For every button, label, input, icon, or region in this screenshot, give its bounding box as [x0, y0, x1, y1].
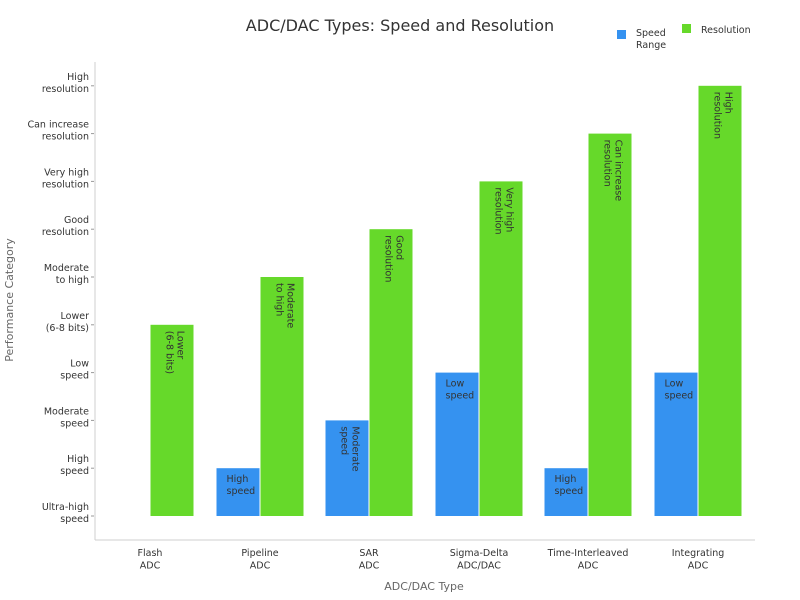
bar — [325, 420, 369, 516]
bar — [260, 277, 304, 516]
x-tick-label: SAR ADC — [359, 548, 380, 572]
legend-swatch — [617, 30, 626, 39]
bar — [544, 468, 588, 516]
axes — [94, 62, 755, 541]
x-tick-labels: Flash ADC Pipeline ADC SAR ADC Sigma-Delta ADC/… — [138, 548, 725, 572]
x-tick-label: Flash ADC — [138, 548, 163, 572]
bar-data-label: Low speed — [446, 379, 475, 402]
x-axis-title: ADC/DAC Type — [384, 580, 464, 593]
bar-data-label: Low speed — [665, 379, 694, 402]
y-tick-label: Good resolution — [42, 215, 89, 238]
legend-swatch — [682, 24, 691, 33]
y-tick-label: Can increase resolution — [27, 120, 89, 143]
y-tick-label: Moderate to high — [44, 263, 89, 286]
bar-data-label: Very highresolution — [493, 187, 515, 234]
bar — [435, 372, 479, 516]
bar-data-label: Moderateto high — [274, 283, 296, 328]
y-axis-title: Performance Category — [3, 238, 16, 362]
y-tick-label: High speed — [60, 454, 89, 477]
y-tick-label: Moderate speed — [44, 406, 89, 429]
legend: Speed Range Resolution — [617, 24, 751, 51]
chart-title: ADC/DAC Types: Speed and Resolution — [246, 16, 554, 35]
bar — [588, 133, 632, 516]
legend-label: Resolution — [701, 25, 751, 36]
x-tick-label: Time-Interleaved ADC — [547, 548, 629, 572]
x-tick-label: Pipeline ADC — [241, 548, 278, 572]
y-tick-label: Low speed — [60, 359, 89, 382]
bar-data-label: Moderatespeed — [339, 426, 361, 471]
y-tick-labels: Ultra-high speed High speed Moderate speed Low… — [27, 72, 94, 525]
x-tick-label: Integrating ADC — [672, 548, 725, 572]
bar — [479, 181, 523, 516]
x-tick-label: Sigma-Delta ADC/DAC — [450, 548, 509, 572]
bar — [654, 372, 698, 516]
y-tick-label: High resolution — [42, 72, 89, 95]
bar-data-label: High speed — [555, 474, 584, 497]
bar — [698, 85, 742, 517]
bar — [369, 229, 413, 516]
bars: High speed Moderatespeed Low speed High speed L… — [150, 85, 742, 517]
legend-label: Speed Range — [636, 28, 666, 51]
bar-data-label: Lower(6-8 bits) — [164, 331, 186, 374]
bar-data-label: Highresolution — [712, 92, 734, 139]
bar — [150, 324, 194, 516]
y-tick-label: Ultra-high speed — [42, 502, 89, 525]
bar — [216, 468, 260, 516]
bar-data-label: High speed — [227, 474, 256, 497]
y-tick-label: Very high resolution — [42, 167, 89, 190]
y-tick-label: Lower (6-8 bits) — [46, 311, 89, 334]
bar-data-label: Goodresolution — [383, 235, 405, 282]
bar-data-label: Can increaseresolution — [602, 140, 624, 202]
